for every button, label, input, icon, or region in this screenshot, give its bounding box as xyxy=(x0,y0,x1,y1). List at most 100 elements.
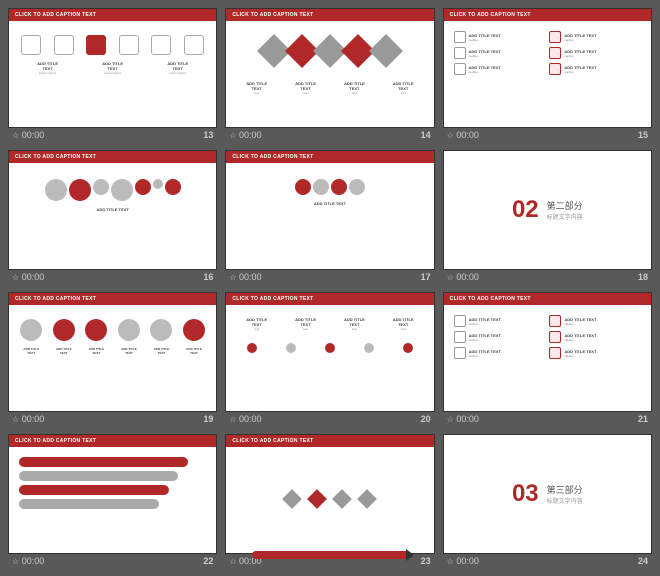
text-column: ADD TITLE TEXTtext xyxy=(388,81,418,95)
slide-header: CLICK TO ADD CAPTION TEXT xyxy=(226,151,433,163)
slide-body: ADD TITLE TEXTcaptionADD TITLE TEXTcapti… xyxy=(444,305,651,409)
slide-wrapper: 03 第三部分 标题文字内容 ☆ 00:00 24 xyxy=(443,434,652,568)
slide-footer: ☆ 00:00 13 xyxy=(8,128,217,142)
item-icon xyxy=(549,63,561,75)
slide-header: CLICK TO ADD CAPTION TEXT xyxy=(444,9,651,21)
item-icon xyxy=(549,347,561,359)
slide-thumbnail[interactable]: CLICK TO ADD CAPTION TEXTADD TITLE TEXTA… xyxy=(8,292,217,412)
slide-header: CLICK TO ADD CAPTION TEXT xyxy=(444,293,651,305)
circle-node xyxy=(135,179,151,195)
section-divider: 03 第三部分 标题文字内容 xyxy=(444,435,651,553)
slide-thumbnail[interactable]: CLICK TO ADD CAPTION TEXT ADD TITLE TEXTc… xyxy=(443,8,652,128)
circle-node xyxy=(93,179,109,195)
icon-grid-item: ADD TITLE TEXTcaption xyxy=(454,331,546,343)
text-column: ADD TITLE TEXTtext xyxy=(291,317,321,331)
icon-grid-item: ADD TITLE TEXTcaption xyxy=(549,331,641,343)
slide-footer: ☆ 00:00 14 xyxy=(225,128,434,142)
star-icon: ☆ xyxy=(447,273,454,282)
timeline xyxy=(15,35,210,55)
slide-thumbnail[interactable]: CLICK TO ADD CAPTION TEXTADD TITLE TEXTc… xyxy=(443,292,652,412)
text-column: ADD TITLE TEXTtext xyxy=(242,81,272,95)
timeline-node xyxy=(21,35,41,55)
slide-body: ADD TITLE TEXTcaption ADD TITLE TEXTcapti… xyxy=(444,21,651,125)
star-icon: ☆ xyxy=(229,415,236,424)
item-icon xyxy=(454,315,466,327)
footer-left: ☆ 00:00 xyxy=(447,130,479,140)
star-icon: ☆ xyxy=(12,415,19,424)
slide-grid: CLICK TO ADD CAPTION TEXTADD TITLE TEXTL… xyxy=(0,0,660,576)
circle-node xyxy=(349,179,365,195)
slide-thumbnail[interactable]: CLICK TO ADD CAPTION TEXT ADD TITLE TEXT xyxy=(8,150,217,270)
slide-thumbnail[interactable]: CLICK TO ADD CAPTION TEXT xyxy=(225,434,434,554)
slide-wrapper: CLICK TO ADD CAPTION TEXT ADD TITLE TEXTc… xyxy=(443,8,652,142)
slide-number: 14 xyxy=(421,130,431,140)
circle-node xyxy=(313,179,329,195)
slide-wrapper: CLICK TO ADD CAPTION TEXTADD TITLE TEXTA… xyxy=(8,292,217,426)
timeline-node xyxy=(119,35,139,55)
slide-wrapper: 02 第二部分 标题文字内容 ☆ 00:00 18 xyxy=(443,150,652,284)
item-icon xyxy=(454,31,466,43)
slide-footer: ☆ 00:00 18 xyxy=(443,270,652,284)
slide-thumbnail[interactable]: CLICK TO ADD CAPTION TEXT xyxy=(8,434,217,554)
section-divider: 02 第二部分 标题文字内容 xyxy=(444,151,651,269)
diamond-small xyxy=(333,489,353,509)
slide-thumbnail[interactable]: 02 第二部分 标题文字内容 xyxy=(443,150,652,270)
slide-header: CLICK TO ADD CAPTION TEXT xyxy=(9,151,216,163)
footer-time: 00:00 xyxy=(456,556,479,566)
slide-footer: ☆ 00:00 19 xyxy=(8,412,217,426)
cluster-label: ADD TITLE TEXT xyxy=(15,207,210,212)
footer-left: ☆ 00:00 xyxy=(229,414,261,424)
slide-header: CLICK TO ADD CAPTION TEXT xyxy=(226,9,433,21)
text-column: ADD TITLE TEXTtext xyxy=(291,81,321,95)
diamond-small xyxy=(283,489,303,509)
text-column: ADD TITLE TEXT xyxy=(52,347,76,355)
footer-time: 00:00 xyxy=(22,414,45,424)
circle-node xyxy=(331,179,347,195)
star-icon: ☆ xyxy=(229,273,236,282)
slide-wrapper: CLICK TO ADD CAPTION TEXTADD TITLE TEXTc… xyxy=(443,292,652,426)
slide-wrapper: CLICK TO ADD CAPTION TEXT ADD TITLE TEXTt… xyxy=(225,8,434,142)
slide-thumbnail[interactable]: CLICK TO ADD CAPTION TEXT ADD TITLE TEXTt… xyxy=(225,8,434,128)
icon-grid-item: ADD TITLE TEXTcaption xyxy=(454,347,546,359)
icon-grid-item: ADD TITLE TEXTcaption xyxy=(454,31,546,43)
footer-left: ☆ 00:00 xyxy=(12,130,44,140)
footer-time: 00:00 xyxy=(22,556,45,566)
text-column: ADD TITLE TEXTtext xyxy=(339,81,369,95)
slide-header: CLICK TO ADD CAPTION TEXT xyxy=(226,435,433,447)
footer-left: ☆ 00:00 xyxy=(447,272,479,282)
slide-thumbnail[interactable]: CLICK TO ADD CAPTION TEXTADD TITLE TEXT xyxy=(225,150,434,270)
circle-node xyxy=(295,179,311,195)
pencil-diagram xyxy=(232,453,427,545)
circle-node xyxy=(153,179,163,189)
circle-item xyxy=(118,319,140,341)
circle-node xyxy=(111,179,133,201)
timeline-node xyxy=(54,35,74,55)
icon-grid-item: ADD TITLE TEXTcaption xyxy=(454,63,546,75)
slide-body xyxy=(226,447,433,551)
slide-thumbnail[interactable]: CLICK TO ADD CAPTION TEXTADD TITLE TEXTt… xyxy=(225,292,434,412)
item-icon xyxy=(549,315,561,327)
slide-thumbnail[interactable]: CLICK TO ADD CAPTION TEXTADD TITLE TEXTL… xyxy=(8,8,217,128)
star-icon: ☆ xyxy=(447,131,454,140)
footer-left: ☆ 00:00 xyxy=(447,414,479,424)
slide-body xyxy=(9,447,216,551)
section-number: 03 xyxy=(512,480,539,508)
text-column: ADD TITLE TEXT xyxy=(182,347,206,355)
slide-number: 19 xyxy=(203,414,213,424)
section-subtitle: 标题文字内容 xyxy=(547,212,583,221)
slide-body: ADD TITLE TEXT xyxy=(9,163,216,267)
slide-wrapper: CLICK TO ADD CAPTION TEXTADD TITLE TEXT … xyxy=(8,150,217,284)
icon-grid: ADD TITLE TEXTcaption ADD TITLE TEXTcapti… xyxy=(450,27,645,79)
slide-number: 16 xyxy=(203,272,213,282)
item-icon xyxy=(549,331,561,343)
slide-thumbnail[interactable]: 03 第三部分 标题文字内容 xyxy=(443,434,652,554)
slide-footer: ☆ 00:00 20 xyxy=(225,412,434,426)
section-title: 第二部分 xyxy=(547,199,583,212)
timeline-node xyxy=(86,35,106,55)
text-column: ADD TITLE TEXTtext xyxy=(242,317,272,331)
item-icon xyxy=(454,63,466,75)
footer-left: ☆ 00:00 xyxy=(447,556,479,566)
circle-item xyxy=(85,319,107,341)
slide-footer: ☆ 00:00 16 xyxy=(8,270,217,284)
circle-item xyxy=(20,319,42,341)
